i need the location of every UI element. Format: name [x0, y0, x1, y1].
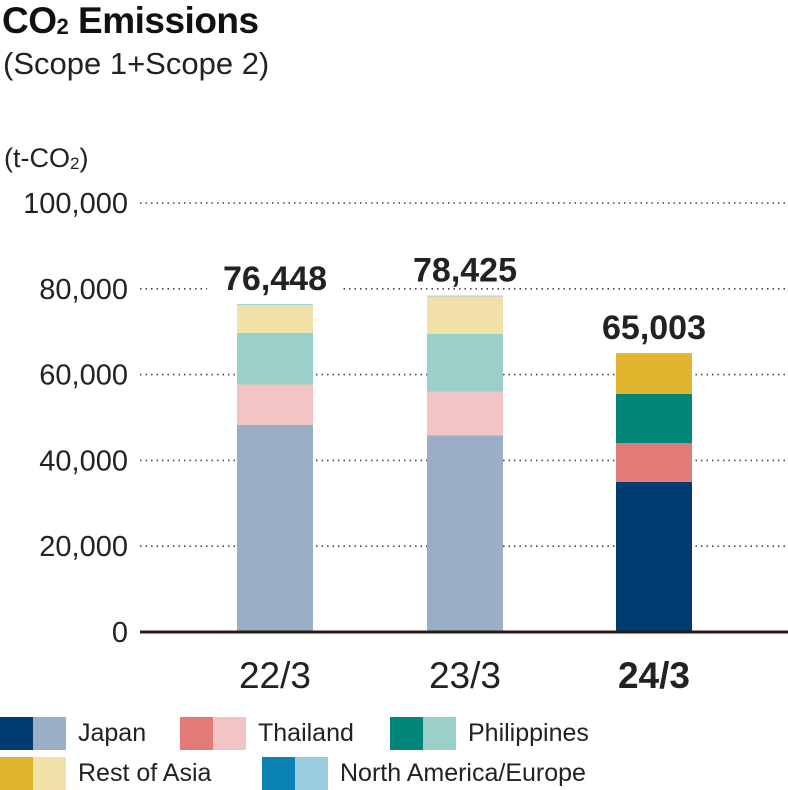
legend-swatch-dark [180, 717, 213, 750]
legend-swatch-light [33, 757, 66, 790]
x-tick-label: 22/3 [239, 655, 311, 696]
legend-swatch-light [423, 717, 456, 750]
legend-swatch-dark [262, 757, 295, 790]
bar-segment-philippines [237, 333, 313, 384]
legend-swatch-dark [390, 717, 423, 750]
x-tick-label: 23/3 [429, 655, 501, 696]
bar-total-label: 65,003 [602, 309, 706, 347]
bar-segment-thailand [427, 392, 503, 436]
legend-label: Rest of Asia [78, 759, 211, 788]
stacked-bar-chart: (t-CO2) 0 20,000 40,000 60,000 80,000 100,000 7… [0, 0, 788, 714]
bar-total-label: 78,425 [413, 252, 517, 290]
legend-item-rest-of-asia: Rest of Asia [0, 756, 211, 790]
bar-segment-japan [237, 425, 313, 632]
legend-item-philippines: Philippines [390, 716, 589, 750]
bar-segment-rest-of-asia [237, 305, 313, 333]
legend-label: Philippines [468, 719, 589, 748]
legend-label: North America/Europe [340, 759, 586, 788]
y-tick-label: 40,000 [39, 445, 128, 477]
bar-segment-japan [427, 436, 503, 632]
bar-segment-philippines [427, 334, 503, 392]
y-axis-unit-label: (t-CO2) [4, 143, 88, 173]
legend-item-north-america-europe: North America/Europe [262, 756, 586, 790]
bar-segment-rest-of-asia [427, 297, 503, 334]
legend-swatch-dark [0, 717, 33, 750]
legend-item-japan: Japan [0, 716, 146, 750]
y-tick-label: 80,000 [39, 274, 128, 306]
legend-label: Thailand [258, 719, 354, 748]
bar-segment-philippines [616, 394, 692, 443]
legend-swatch-light [33, 717, 66, 750]
legend-label: Japan [78, 719, 146, 748]
bar-segment-japan [616, 482, 692, 632]
legend-swatch-light [213, 717, 246, 750]
legend: Japan Thailand Philippines Rest of Asia … [0, 714, 788, 788]
bar-total-label: 76,448 [223, 260, 327, 298]
y-tick-label: 20,000 [39, 531, 128, 563]
bar-segment-thailand [237, 384, 313, 424]
y-tick-label: 0 [112, 617, 128, 649]
bar-segment-thailand [616, 443, 692, 482]
legend-swatch-light [295, 757, 328, 790]
legend-item-thailand: Thailand [180, 716, 354, 750]
y-tick-label: 100,000 [23, 188, 128, 220]
bar-segment-north-america-europe [237, 304, 313, 305]
y-tick-label: 60,000 [39, 360, 128, 392]
bar-segment-rest-of-asia [616, 353, 692, 394]
bar-segment-north-america-europe [427, 296, 503, 297]
legend-swatch-dark [0, 757, 33, 790]
x-tick-label: 24/3 [618, 655, 690, 696]
